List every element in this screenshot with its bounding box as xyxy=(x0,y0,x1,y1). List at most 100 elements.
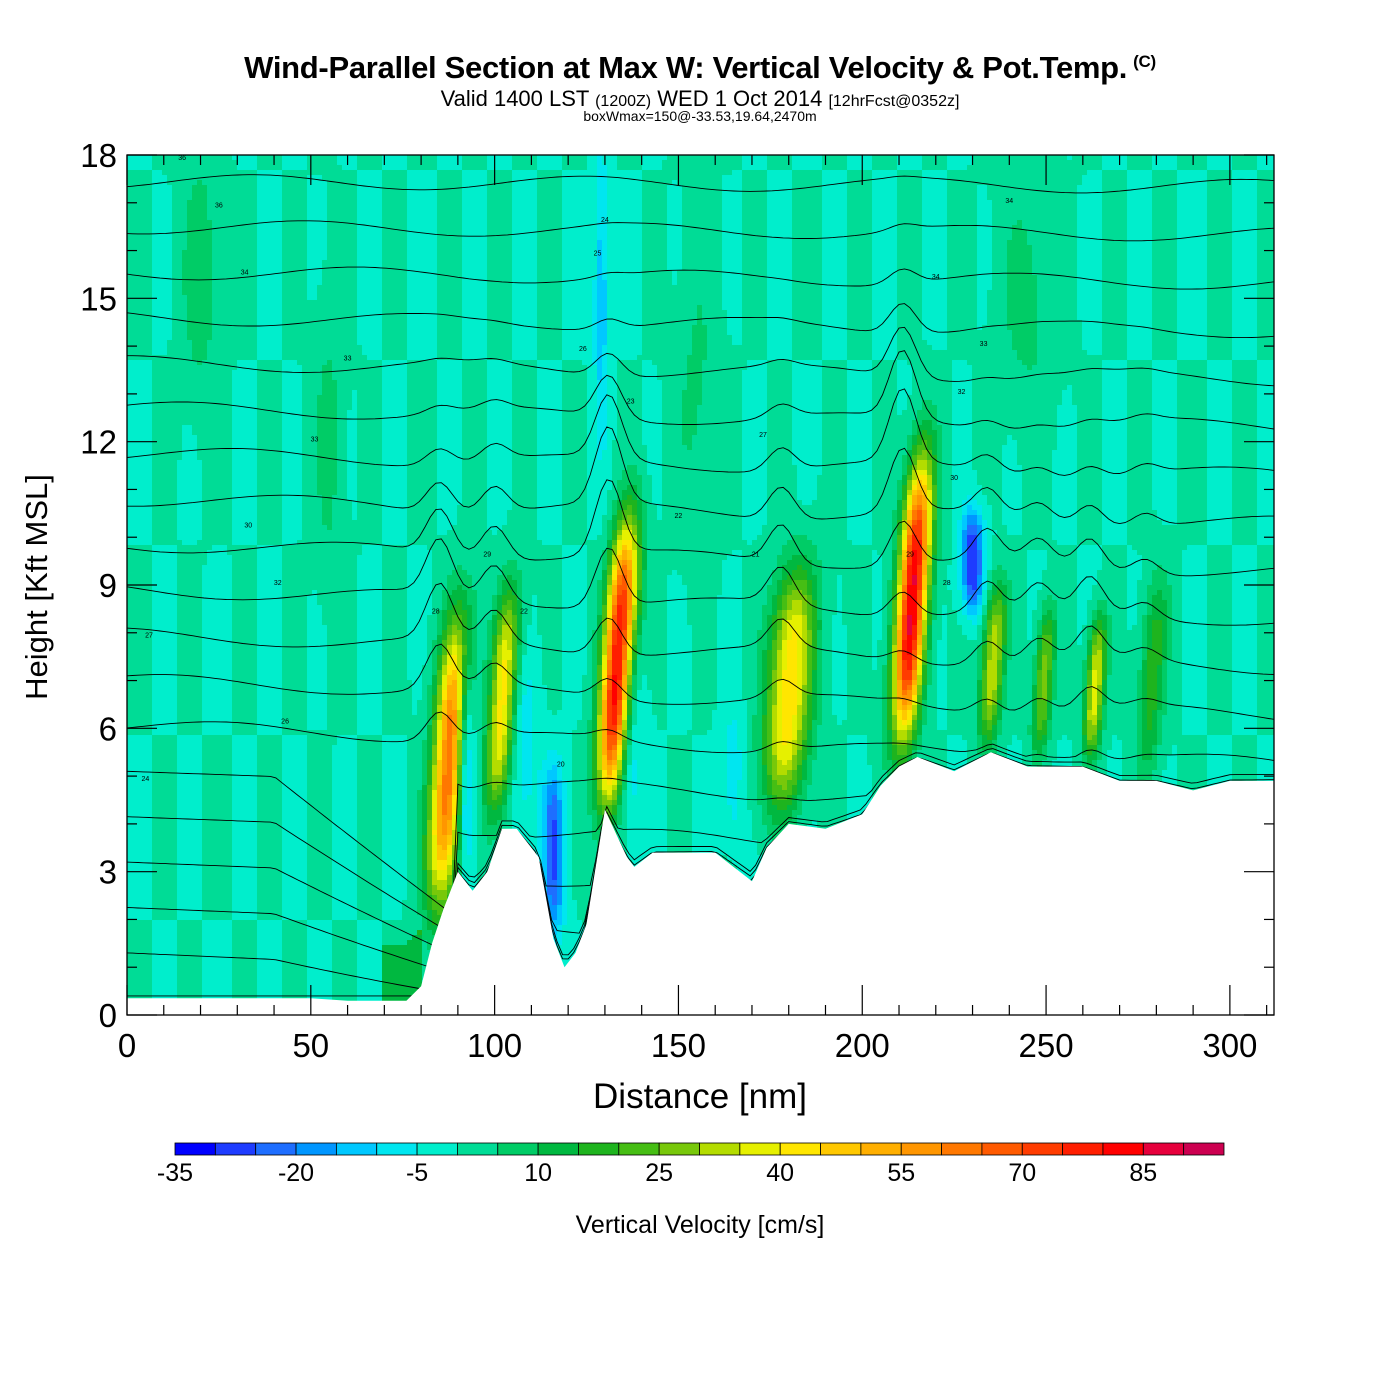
w-cell xyxy=(247,230,253,236)
w-cell xyxy=(617,230,623,236)
w-cell xyxy=(1137,190,1143,196)
w-cell xyxy=(947,195,953,201)
w-cell xyxy=(327,165,333,171)
w-cell xyxy=(682,165,688,171)
w-cell xyxy=(482,205,488,211)
w-cell xyxy=(497,235,503,241)
w-cell xyxy=(687,160,693,166)
w-cell xyxy=(957,195,963,201)
w-cell xyxy=(1267,255,1273,261)
w-cell xyxy=(212,220,218,226)
w-cell xyxy=(307,200,313,206)
w-cell xyxy=(587,235,593,241)
w-cell xyxy=(537,210,543,216)
w-cell xyxy=(802,225,808,231)
w-cell xyxy=(1022,170,1028,176)
w-cell xyxy=(312,205,318,211)
w-cell xyxy=(652,190,658,196)
w-cell xyxy=(1167,205,1173,211)
w-cell xyxy=(752,190,758,196)
w-cell xyxy=(592,240,598,246)
w-cell xyxy=(1242,255,1248,261)
w-cell xyxy=(1012,245,1018,251)
w-cell xyxy=(187,250,193,256)
w-cell xyxy=(1127,180,1133,186)
w-cell xyxy=(907,175,913,181)
w-cell xyxy=(282,240,288,246)
w-cell xyxy=(1187,205,1193,211)
w-cell xyxy=(682,210,688,216)
w-cell xyxy=(242,185,248,191)
w-cell xyxy=(1052,185,1058,191)
w-cell xyxy=(972,170,978,176)
box-wmax-info: boxWmax=150@-33.53,19.64,2470m xyxy=(0,108,1400,124)
w-cell xyxy=(197,190,203,196)
w-cell xyxy=(1207,220,1213,226)
w-cell xyxy=(527,245,533,251)
w-cell xyxy=(407,240,413,246)
w-cell xyxy=(537,230,543,236)
w-cell xyxy=(467,165,473,171)
w-cell xyxy=(877,260,883,266)
w-cell xyxy=(1002,165,1008,171)
w-cell xyxy=(232,165,238,171)
w-cell xyxy=(897,155,903,161)
w-cell xyxy=(277,205,283,211)
w-cell xyxy=(897,210,903,216)
w-cell xyxy=(1077,180,1083,186)
w-cell xyxy=(837,170,843,176)
w-cell xyxy=(1122,205,1128,211)
w-cell xyxy=(677,205,683,211)
w-cell xyxy=(132,255,138,261)
w-cell xyxy=(587,250,593,256)
w-cell xyxy=(642,255,648,261)
w-cell xyxy=(352,200,358,206)
w-cell xyxy=(532,230,538,236)
w-cell xyxy=(777,170,783,176)
w-cell xyxy=(1087,250,1093,256)
w-cell xyxy=(217,180,223,186)
w-cell xyxy=(367,250,373,256)
w-cell xyxy=(137,155,143,161)
w-cell xyxy=(867,185,873,191)
chart-subtitle: Valid 1400 LST (1200Z) WED 1 Oct 2014 [1… xyxy=(0,86,1400,112)
w-cell xyxy=(882,215,888,221)
w-cell xyxy=(1027,210,1033,216)
w-cell xyxy=(277,230,283,236)
w-cell xyxy=(452,200,458,206)
w-cell xyxy=(467,215,473,221)
w-cell xyxy=(127,225,133,231)
w-cell xyxy=(237,190,243,196)
w-cell xyxy=(1027,175,1033,181)
w-cell xyxy=(972,155,978,161)
w-cell xyxy=(992,225,998,231)
w-cell xyxy=(787,180,793,186)
w-cell xyxy=(857,185,863,191)
w-cell xyxy=(447,255,453,261)
w-cell xyxy=(492,240,498,246)
w-cell xyxy=(792,175,798,181)
w-cell xyxy=(642,180,648,186)
w-cell xyxy=(332,160,338,166)
w-cell xyxy=(862,215,868,221)
w-cell xyxy=(482,185,488,191)
w-cell xyxy=(312,175,318,181)
w-cell xyxy=(177,185,183,191)
w-cell xyxy=(762,220,768,226)
w-cell xyxy=(377,220,383,226)
w-cell xyxy=(442,230,448,236)
w-cell xyxy=(502,165,508,171)
w-cell xyxy=(267,220,273,226)
w-cell xyxy=(642,175,648,181)
w-cell xyxy=(522,195,528,201)
w-cell xyxy=(267,215,273,221)
w-cell xyxy=(587,205,593,211)
w-cell xyxy=(852,155,858,161)
w-cell xyxy=(222,160,228,166)
w-cell xyxy=(522,185,528,191)
w-cell xyxy=(392,185,398,191)
w-cell xyxy=(512,165,518,171)
w-cell xyxy=(1172,220,1178,226)
w-cell xyxy=(442,195,448,201)
w-cell xyxy=(807,215,813,221)
